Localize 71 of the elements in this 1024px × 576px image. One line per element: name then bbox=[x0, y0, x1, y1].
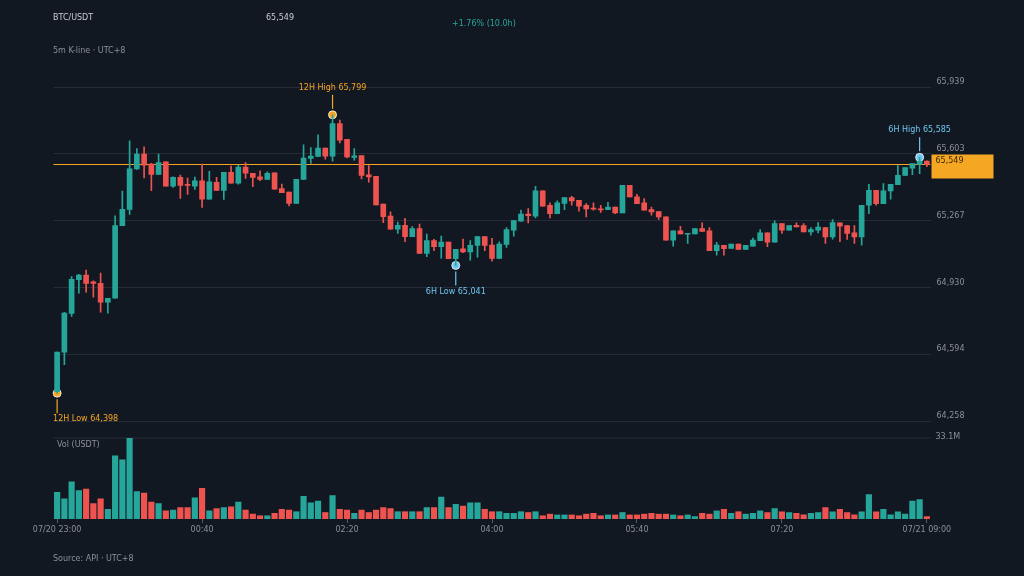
y-tick-label: 65,939 bbox=[936, 77, 965, 87]
x-tick-label: 02:20 bbox=[335, 524, 359, 534]
bar bbox=[786, 512, 793, 519]
text: +1.76% (10.0h) bbox=[452, 19, 516, 28]
bar bbox=[227, 506, 235, 519]
bar bbox=[822, 507, 829, 519]
bar bbox=[199, 487, 206, 519]
y-tick-label: 64,258 bbox=[936, 411, 965, 421]
bar bbox=[445, 507, 452, 519]
bar bbox=[525, 512, 532, 519]
bar bbox=[873, 511, 880, 519]
bar bbox=[793, 513, 800, 519]
annotation: 6H Low 65,041 bbox=[425, 286, 486, 296]
annotation: 12H High 65,799 bbox=[298, 82, 367, 92]
bar bbox=[771, 508, 778, 519]
bar bbox=[423, 507, 430, 519]
bar bbox=[155, 503, 162, 519]
bar bbox=[213, 508, 220, 519]
bar bbox=[880, 508, 887, 519]
bar bbox=[829, 511, 836, 519]
bar bbox=[264, 515, 271, 519]
bar bbox=[97, 498, 104, 519]
source-note: Source: API · UTC+8 bbox=[53, 554, 134, 563]
x-tick-label: 07/21 09:00 bbox=[902, 524, 952, 534]
y-tick-label: 64,930 bbox=[936, 277, 965, 287]
bar bbox=[177, 507, 184, 519]
bar bbox=[322, 512, 329, 519]
bar bbox=[916, 499, 923, 519]
bar bbox=[923, 516, 930, 519]
bar bbox=[220, 507, 227, 519]
x-tick-label: 07:20 bbox=[770, 524, 794, 534]
bar bbox=[206, 510, 213, 519]
bar bbox=[191, 497, 198, 519]
bar bbox=[170, 509, 177, 519]
bar bbox=[235, 501, 242, 519]
bar bbox=[728, 513, 735, 519]
y-tick-label: 65,267 bbox=[936, 210, 965, 220]
text: 33.1M bbox=[935, 432, 961, 442]
bar bbox=[329, 495, 336, 519]
chart-subtitle: 5m K-line · UTC+8 bbox=[53, 46, 126, 55]
bar bbox=[735, 511, 742, 519]
x-tick-label: 00:40 bbox=[190, 524, 214, 534]
y-tick-label: 64,594 bbox=[936, 344, 965, 354]
bar bbox=[184, 507, 191, 519]
y-axis-title: Vol (USDT) bbox=[57, 440, 100, 449]
bar bbox=[409, 511, 416, 519]
x-tick-label: 04:00 bbox=[480, 524, 504, 534]
bar bbox=[394, 511, 401, 519]
bar bbox=[459, 505, 467, 519]
bar bbox=[532, 511, 539, 519]
bar bbox=[713, 510, 720, 519]
bar bbox=[416, 511, 423, 519]
bar bbox=[764, 512, 771, 519]
ref-line-label: 65,549 bbox=[935, 155, 964, 165]
x-tick-label: 05:40 bbox=[625, 524, 649, 534]
bar bbox=[677, 515, 684, 519]
chart-title: BTC/USDT bbox=[53, 13, 94, 22]
bar bbox=[619, 512, 626, 519]
annotation: 12H Low 64,398 bbox=[53, 414, 119, 424]
y-tick-label: 65,603 bbox=[936, 143, 965, 153]
bar bbox=[438, 496, 445, 519]
bar bbox=[401, 511, 409, 519]
bar bbox=[351, 513, 358, 519]
bar bbox=[452, 504, 459, 519]
annotation: 6H High 65,585 bbox=[888, 125, 951, 135]
bar bbox=[778, 511, 785, 519]
text: 65,549 bbox=[266, 13, 294, 22]
bar bbox=[430, 507, 438, 519]
bar bbox=[720, 508, 728, 519]
x-tick-label: 07/20 23:00 bbox=[32, 524, 82, 534]
bar bbox=[162, 510, 169, 519]
